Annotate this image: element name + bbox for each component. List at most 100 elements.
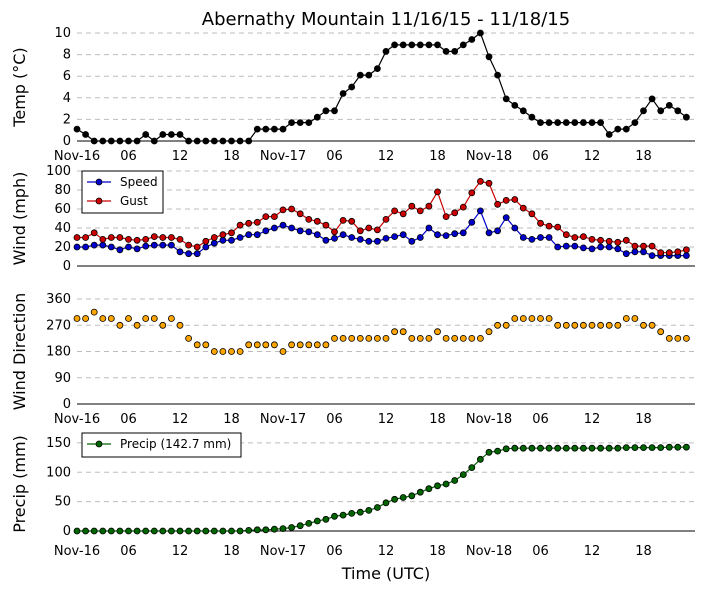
data-point — [528, 444, 536, 452]
data-point — [193, 137, 201, 145]
data-point — [116, 137, 124, 145]
data-point — [476, 455, 484, 463]
data-point — [580, 119, 587, 126]
data-point — [313, 231, 321, 239]
data-point — [657, 328, 665, 336]
data-point — [228, 229, 235, 237]
data-point — [313, 113, 321, 121]
data-point — [459, 471, 467, 479]
data-point — [150, 137, 158, 145]
data-point — [373, 226, 381, 234]
data-point — [339, 90, 347, 97]
data-point — [133, 137, 141, 145]
data-point — [133, 236, 141, 244]
data-point — [528, 315, 536, 322]
x-tick-label: Nov-17 — [260, 149, 306, 164]
x-tick-label: Nov-17 — [260, 412, 306, 427]
data-point — [82, 131, 89, 138]
data-point — [245, 219, 253, 227]
data-point — [167, 527, 175, 535]
y-axis-label: Wind (mph) — [10, 172, 29, 266]
data-point — [99, 241, 107, 249]
data-point — [554, 444, 562, 452]
data-point — [373, 504, 381, 511]
data-point — [210, 527, 218, 535]
data-point — [528, 113, 536, 121]
panel-3: 0 90 180 270 360 Wind Direction Nov-16 06 12 18 No… — [10, 292, 695, 427]
data-point — [107, 527, 115, 535]
data-point — [73, 234, 81, 241]
data-point — [210, 348, 218, 355]
data-point — [288, 341, 296, 349]
data-point — [528, 210, 536, 218]
data-point — [245, 137, 253, 145]
data-point — [648, 252, 656, 260]
series-temp — [73, 29, 690, 145]
y-tick-label: 180 — [46, 345, 71, 360]
data-point — [107, 137, 115, 145]
y-tick-label: 40 — [54, 221, 71, 236]
data-point — [279, 206, 287, 214]
data-point — [279, 125, 287, 133]
legend-marker — [95, 440, 103, 448]
x-tick-label: Nov-18 — [466, 412, 512, 427]
x-tick-label: 18 — [429, 149, 446, 164]
data-point — [210, 137, 218, 145]
data-point — [648, 321, 656, 329]
data-point — [391, 41, 399, 49]
data-point — [82, 315, 89, 322]
data-point — [511, 102, 519, 109]
data-point — [511, 444, 519, 452]
data-point — [665, 102, 673, 109]
data-point — [305, 119, 313, 126]
data-point — [451, 334, 459, 342]
y-tick-label: 8 — [63, 48, 71, 63]
x-tick-label: 06 — [120, 412, 137, 427]
data-point — [605, 444, 613, 452]
x-tick-label: 12 — [584, 149, 601, 164]
data-point — [511, 196, 519, 203]
data-point — [365, 334, 373, 342]
data-point — [382, 48, 390, 55]
data-point — [494, 447, 502, 455]
data-point — [322, 515, 330, 523]
data-point — [485, 53, 493, 61]
data-point — [313, 341, 321, 349]
x-tick-label: Nov-16 — [54, 544, 100, 559]
data-point — [665, 443, 673, 451]
legend-label: Speed — [120, 175, 158, 189]
data-point — [597, 119, 604, 126]
data-point — [391, 207, 399, 215]
data-point — [279, 525, 287, 532]
data-point — [373, 65, 381, 72]
data-point — [210, 234, 218, 241]
data-point — [159, 234, 167, 241]
data-point — [425, 202, 433, 210]
data-point — [339, 334, 347, 342]
data-point — [683, 246, 690, 254]
data-point — [640, 444, 647, 452]
data-point — [554, 243, 562, 251]
series-precip-142-7-mm- — [73, 443, 690, 535]
data-point — [571, 119, 579, 126]
data-point — [296, 522, 304, 530]
data-point — [270, 525, 278, 533]
data-point — [545, 222, 553, 230]
data-point — [451, 477, 459, 484]
data-point — [185, 527, 193, 535]
y-tick-label: 100 — [46, 164, 71, 179]
data-point — [236, 527, 244, 535]
data-point — [262, 227, 270, 235]
data-point — [442, 48, 450, 55]
data-point — [253, 341, 261, 349]
data-point — [133, 527, 141, 535]
data-point — [399, 328, 407, 336]
data-point — [665, 334, 673, 342]
data-point — [228, 137, 235, 145]
data-point — [502, 214, 510, 222]
legend: Speed Gust — [81, 170, 164, 214]
data-point — [588, 119, 596, 126]
x-tick-label: 18 — [223, 544, 240, 559]
data-point — [253, 231, 261, 239]
data-point — [270, 224, 278, 232]
